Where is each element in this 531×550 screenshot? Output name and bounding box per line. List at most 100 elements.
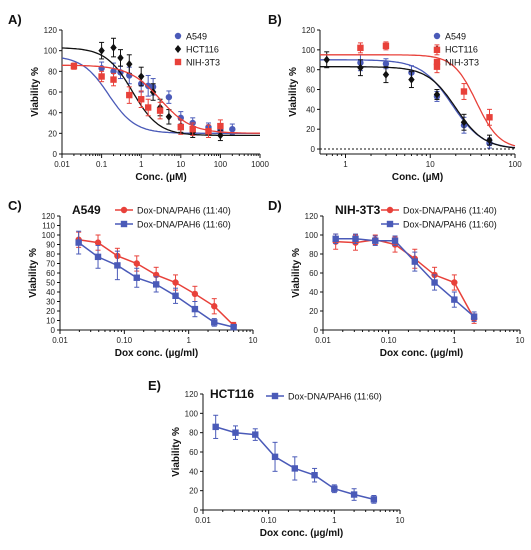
panel-b-ytick-label: 120 xyxy=(302,26,316,35)
panel-a-fit-curve xyxy=(62,64,260,134)
panel-a-point xyxy=(70,62,78,70)
panel-b-legend-label: NIH-3T3 xyxy=(445,58,479,68)
panel-b-point xyxy=(486,136,493,145)
panel-a-point xyxy=(217,122,224,130)
panel-c-label: C) xyxy=(8,198,22,213)
panel-d-xtick-label: 0.10 xyxy=(381,336,397,345)
panel-e-legend-marker xyxy=(271,392,279,400)
panel-a-xtick-label: 100 xyxy=(214,160,228,169)
panel-d-series-0 xyxy=(332,233,478,324)
panel-a-legend-label: NIH-3T3 xyxy=(186,58,220,68)
panel-b-label: B) xyxy=(268,12,282,27)
panel-a-ylabel: Viability % xyxy=(30,67,41,117)
panel-a-point xyxy=(144,104,152,111)
panel-a-point xyxy=(165,93,173,101)
panel-a-legend-marker xyxy=(174,58,182,66)
panel-d-ytick-label: 60 xyxy=(309,269,318,278)
panel-e-xtick-label: 0.01 xyxy=(195,516,211,525)
panel-a-ytick-label: 80 xyxy=(48,67,57,76)
panel-b-point xyxy=(460,118,468,127)
panel-e-ylabel: Viability % xyxy=(171,427,182,477)
panel-c-point xyxy=(94,239,102,246)
panel-d-ytick-label: 40 xyxy=(309,288,318,297)
panel-d-legend-label: Dox-DNA/PAH6 (11:40) xyxy=(403,206,497,216)
panel-d-ytick-label: 0 xyxy=(314,326,319,335)
panel-b-series-2 xyxy=(320,41,516,147)
panel-a-legend-label: A549 xyxy=(186,32,207,42)
panel-a-point xyxy=(177,123,184,131)
panel-b-point xyxy=(486,114,493,121)
panel-e-point xyxy=(291,465,298,472)
panel-a-series-1 xyxy=(62,37,260,142)
panel-c-point xyxy=(230,323,237,331)
panel-d-point xyxy=(470,313,478,320)
panel-a-point xyxy=(126,91,133,99)
panel-c-point xyxy=(152,281,160,288)
panel-d-ytick-label: 20 xyxy=(309,307,318,316)
panel-d-point xyxy=(352,235,359,242)
panel-e-point xyxy=(311,472,318,479)
panel-a-xtick-label: 1 xyxy=(139,160,144,169)
panel-c-point xyxy=(172,292,179,299)
panel-b-legend-label: HCT116 xyxy=(445,45,478,55)
panel-b-fit-curve xyxy=(320,59,516,149)
panel-d-point xyxy=(451,296,458,303)
panel-e-legend-label: Dox-DNA/PAH6 (11:60) xyxy=(288,392,382,402)
panel-b-fit-curve xyxy=(320,54,516,147)
panel-a-point xyxy=(126,60,133,69)
panel-e-ytick-label: 0 xyxy=(194,506,199,515)
panel-b-ytick-label: 100 xyxy=(302,46,316,55)
panel-c-ytick-label: 110 xyxy=(42,222,55,231)
panel-d-label: D) xyxy=(268,198,282,213)
panel-b-series-0 xyxy=(320,54,516,149)
panel-c-legend-marker xyxy=(120,220,128,228)
panel-e-ytick-label: 60 xyxy=(189,448,198,457)
panel-a-ytick-label: 20 xyxy=(48,129,57,138)
panel-e-ytick-label: 80 xyxy=(189,429,198,438)
panel-a-point xyxy=(110,76,117,83)
panel-c-point xyxy=(172,279,179,286)
panel-b-xtick-label: 10 xyxy=(426,160,435,169)
panel-d-series-1 xyxy=(332,233,478,322)
panel-c-ytick-label: 50 xyxy=(46,279,55,288)
panel-a-legend-label: HCT116 xyxy=(186,45,219,55)
panel-c-point xyxy=(191,290,199,298)
panel-c-ytick-label: 60 xyxy=(46,269,55,278)
panel-e-ytick-label: 20 xyxy=(189,487,198,496)
panel-b-legend-marker xyxy=(433,32,441,40)
panel-c-legend-marker xyxy=(120,206,128,214)
panel-b-ytick-label: 60 xyxy=(306,86,315,95)
panel-e-xtick-label: 10 xyxy=(396,516,405,525)
panel-e-point xyxy=(271,453,279,461)
panel-e-point xyxy=(350,491,358,498)
panel-c-series-1 xyxy=(75,230,237,331)
panel-a-xtick-label: 10 xyxy=(176,160,185,169)
panel-b-point xyxy=(357,63,364,72)
panel-a-ytick-label: 100 xyxy=(44,47,58,56)
panel-a-legend-marker xyxy=(174,45,182,53)
panel-e-point xyxy=(331,485,338,492)
panel-a-xtick-label: 1000 xyxy=(251,160,269,169)
panel-a-point xyxy=(165,112,173,121)
panel-d-title: NIH-3T3 xyxy=(335,203,381,217)
panel-a-xtick-label: 0.1 xyxy=(96,160,108,169)
panel-e-point xyxy=(232,429,239,436)
panel-c-point xyxy=(211,319,218,326)
panel-e: 0 20 40 60 80 100 120 0.01 0.10 1 10 Dox conc. (µg/… xyxy=(148,378,405,539)
panel-a-point xyxy=(117,53,124,62)
panel-a-fit-curve xyxy=(62,47,260,137)
panel-d-point xyxy=(411,258,418,265)
panel-d-legend-marker xyxy=(386,220,394,228)
panel-a: 0 20 40 60 80 100 120 0.01 0.1 1 10 100 1000 Conc. (µ… xyxy=(8,12,269,183)
panel-e-point xyxy=(252,431,259,438)
panel-b-legend-marker xyxy=(433,58,441,66)
panel-a-ytick-label: 60 xyxy=(48,88,57,97)
panel-a-point xyxy=(189,126,196,133)
panel-a-legend-marker xyxy=(174,32,182,40)
panel-b-series-1 xyxy=(320,51,516,149)
panel-c-legend-label: Dox-DNA/PAH6 (11:60) xyxy=(137,220,231,230)
panel-b-ytick-label: 20 xyxy=(306,125,315,134)
panel-a-label: A) xyxy=(8,12,22,27)
